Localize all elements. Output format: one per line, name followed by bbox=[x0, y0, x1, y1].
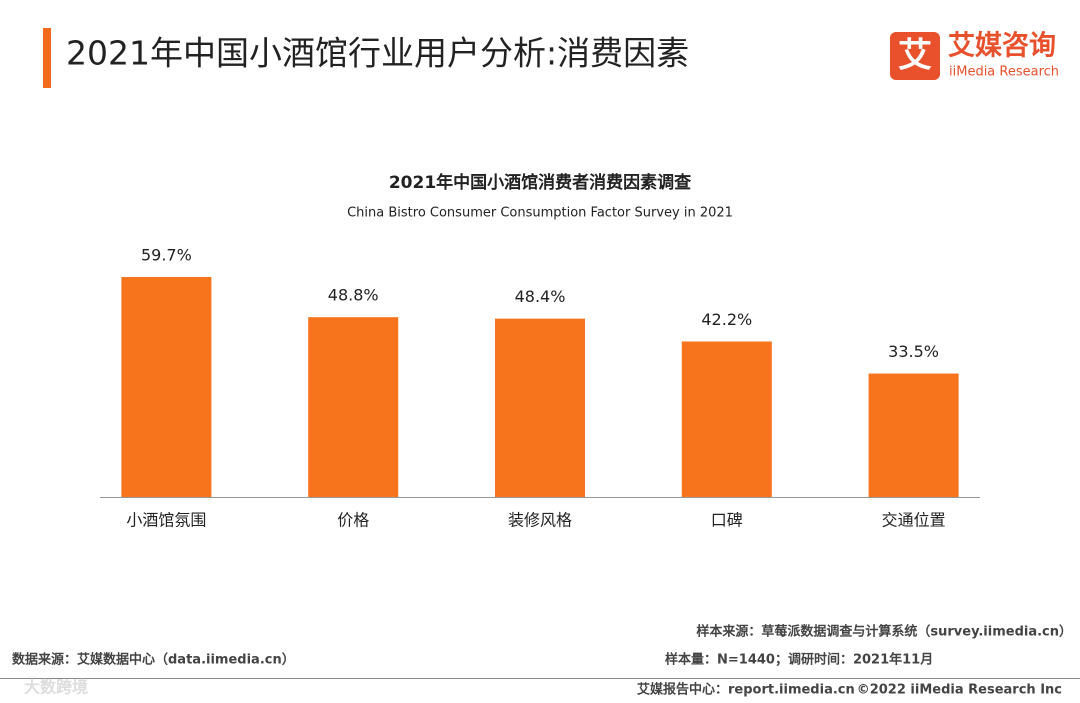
value-label: 42.2% bbox=[701, 310, 752, 329]
value-label: 59.7% bbox=[141, 246, 192, 265]
bar bbox=[681, 341, 772, 497]
report-center: 艾媒报告中心：report.iimedia.cn bbox=[637, 682, 855, 698]
bar bbox=[495, 318, 585, 497]
watermark: 大数跨境 bbox=[24, 678, 88, 697]
x-tick-label: 小酒馆氛围 bbox=[126, 511, 206, 530]
x-tick-label: 价格 bbox=[337, 511, 369, 530]
x-tick-label: 装修风格 bbox=[508, 511, 572, 530]
sample-info: 样本量：N=1440；调研时间：2021年11月 bbox=[665, 652, 933, 668]
bar bbox=[868, 373, 959, 497]
logo-english: iiMedia Research bbox=[949, 65, 1059, 80]
chart-subtitle: China Bistro Consumer Consumption Factor… bbox=[347, 206, 733, 221]
value-label: 48.4% bbox=[515, 287, 566, 306]
chart-title: 2021年中国小酒馆消费者消费因素调查 bbox=[389, 172, 692, 193]
copyright: ©2022 iiMedia Research Inc bbox=[857, 683, 1062, 698]
bar bbox=[121, 277, 212, 497]
value-label: 48.8% bbox=[328, 286, 379, 305]
logo-mark: 艾 bbox=[898, 36, 932, 76]
bar bbox=[308, 317, 399, 497]
logo-name: 艾媒咨询 bbox=[948, 30, 1056, 62]
x-tick-label: 交通位置 bbox=[882, 511, 946, 530]
sample-source: 样本来源：草莓派数据调查与计算系统（survey.iimedia.cn） bbox=[696, 624, 1072, 640]
title-accent bbox=[43, 28, 51, 88]
value-label: 33.5% bbox=[888, 342, 939, 361]
data-source: 数据来源：艾媒数据中心（data.iimedia.cn） bbox=[12, 652, 295, 668]
page-title: 2021年中国小酒馆行业用户分析:消费因素 bbox=[66, 34, 689, 73]
logo-mark-bg bbox=[890, 32, 940, 80]
x-tick-label: 口碑 bbox=[711, 511, 743, 530]
